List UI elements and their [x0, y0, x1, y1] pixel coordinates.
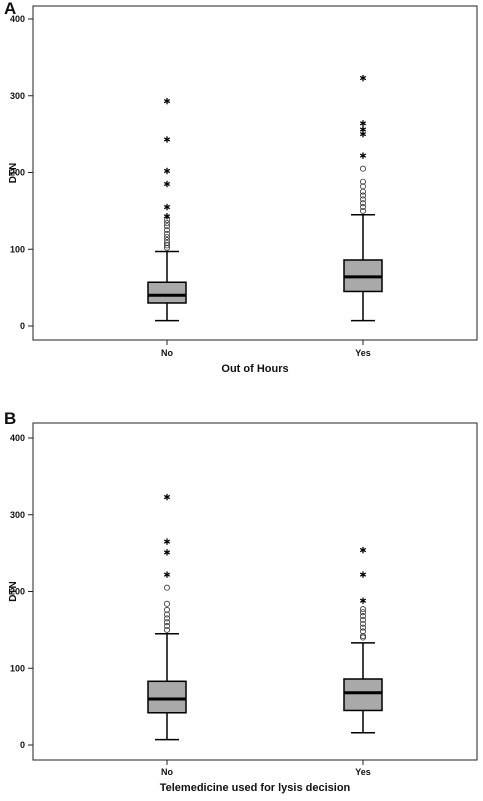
outlier-circle	[163, 233, 170, 240]
outlier-circle	[359, 207, 366, 214]
outlier-circle	[359, 200, 366, 207]
x-axis-label: Out of Hours	[221, 363, 288, 375]
y-tick-label: 100	[10, 663, 25, 673]
outlier-star	[359, 597, 367, 604]
outlier-star	[359, 120, 367, 127]
outlier-circle	[163, 606, 170, 613]
y-tick-label: 300	[10, 510, 25, 520]
outlier-circle	[163, 600, 170, 607]
panel-label: B	[4, 409, 16, 428]
outlier-star	[163, 167, 171, 175]
outlier-star	[163, 493, 171, 501]
y-tick-label: 0	[20, 740, 25, 750]
boxplot-panel-a: A 0 100 200 300 400 DTN No Yes Out of Hours	[4, 0, 478, 375]
box-no	[147, 493, 187, 741]
box-iqr	[343, 678, 383, 712]
y-tick-label: 400	[10, 14, 25, 24]
outlier-star	[163, 549, 171, 556]
outlier-circle	[359, 620, 366, 627]
outlier-star	[359, 546, 367, 554]
outlier-circle	[359, 628, 366, 635]
outlier-star	[163, 136, 171, 143]
y-tick-label: 200	[10, 168, 25, 178]
outlier-star	[163, 97, 171, 105]
outlier-circle	[359, 183, 366, 190]
plot-frame	[32, 422, 478, 761]
outlier-circle	[359, 196, 366, 203]
y-tick-label: 300	[10, 91, 25, 101]
y-tick-label: 0	[20, 321, 25, 331]
panel-label: A	[4, 0, 16, 18]
outlier-circle	[163, 240, 170, 247]
outlier-circle	[359, 606, 366, 613]
x-tick-label: No	[161, 348, 173, 358]
y-axis-label: DTN	[8, 163, 19, 184]
outlier-circle	[163, 615, 170, 622]
box-iqr	[147, 680, 187, 714]
outlier-circle	[359, 178, 366, 185]
outlier-star	[359, 126, 367, 133]
outlier-star	[163, 538, 171, 545]
outlier-circle	[359, 192, 366, 199]
outlier-circle	[163, 626, 170, 633]
outlier-circle	[163, 244, 170, 251]
x-tick-label: No	[161, 767, 173, 777]
outlier-circle	[163, 611, 170, 618]
outlier-circle	[359, 165, 366, 172]
outlier-circle	[359, 616, 366, 623]
outlier-circle	[163, 220, 170, 227]
plot-frame	[32, 5, 478, 341]
y-tick-label: 200	[10, 587, 25, 597]
outlier-circle	[359, 204, 366, 211]
outlier-star	[163, 203, 171, 211]
y-axis-label: DTN	[8, 581, 19, 602]
y-tick-label: 100	[10, 244, 25, 254]
y-tick-label: 400	[10, 433, 25, 443]
outlier-star	[359, 571, 367, 578]
boxplot-panel-b: B 0 100 200 300 400 DTN No Yes Telemedicine used …	[4, 409, 478, 794]
outlier-star	[163, 571, 171, 578]
outlier-star	[359, 74, 367, 82]
outlier-circle	[359, 634, 366, 641]
box-yes	[343, 74, 383, 322]
outlier-circle	[359, 188, 366, 195]
outlier-circle	[163, 227, 170, 234]
box-yes	[343, 546, 383, 734]
outlier-circle	[359, 633, 366, 640]
x-tick-label: Yes	[355, 348, 371, 358]
outlier-star	[163, 213, 171, 220]
outlier-circle	[163, 623, 170, 630]
box-iqr	[147, 281, 187, 304]
outlier-circle	[163, 223, 170, 230]
x-axis-label: Telemedicine used for lysis decision	[160, 782, 351, 794]
outlier-circle	[163, 619, 170, 626]
box-no	[147, 97, 187, 322]
outlier-circle	[359, 609, 366, 616]
outlier-circle	[359, 624, 366, 631]
outlier-star	[359, 152, 367, 159]
outlier-circle	[359, 613, 366, 620]
outlier-star	[163, 180, 171, 188]
outlier-circle	[163, 230, 170, 237]
outlier-circle	[163, 237, 170, 244]
outlier-circle	[163, 584, 170, 591]
x-tick-label: Yes	[355, 767, 371, 777]
